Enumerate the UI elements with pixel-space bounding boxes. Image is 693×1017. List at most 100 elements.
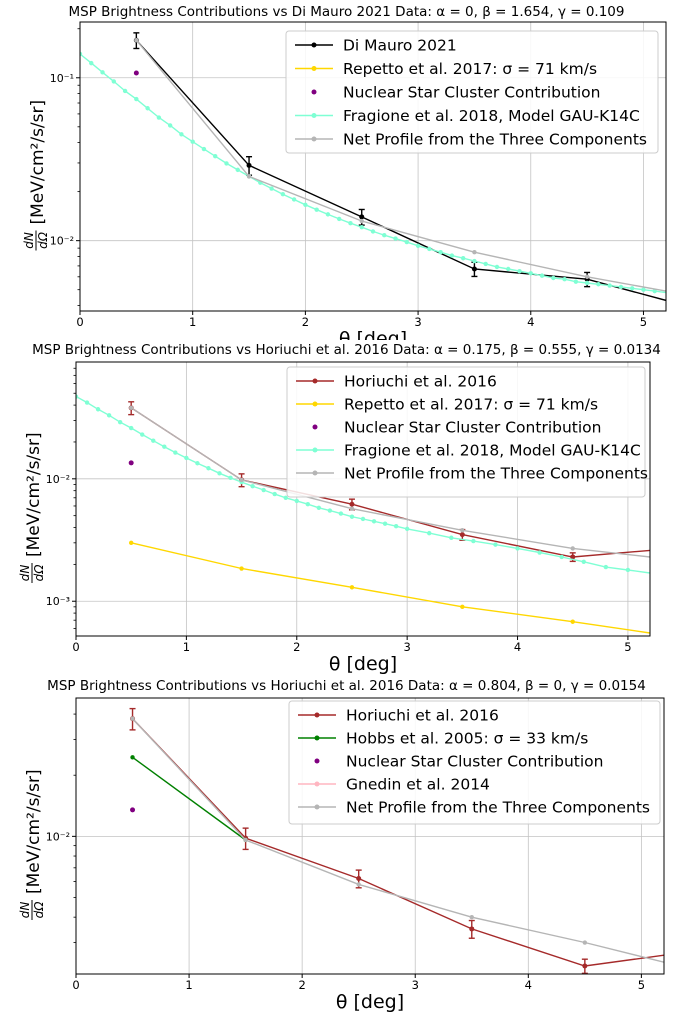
data-point bbox=[625, 567, 631, 573]
x-tick-label: 3 bbox=[414, 315, 421, 329]
data-point bbox=[303, 202, 308, 208]
legend-box bbox=[285, 30, 659, 154]
data-point bbox=[618, 284, 624, 290]
chart-title: MSP Brightness Contributions vs Di Mauro… bbox=[68, 4, 625, 20]
data-point bbox=[537, 550, 542, 555]
data-point bbox=[128, 540, 134, 546]
chart-panel-3: MSP Brightness Contributions vs Horiuchi… bbox=[0, 678, 693, 1017]
data-point bbox=[359, 224, 364, 230]
data-point bbox=[641, 287, 646, 292]
data-point bbox=[449, 253, 455, 258]
data-point bbox=[562, 276, 567, 282]
legend-marker bbox=[314, 712, 320, 718]
data-point bbox=[130, 755, 135, 760]
series-4 bbox=[76, 394, 650, 574]
data-point bbox=[349, 514, 355, 519]
data-point bbox=[128, 460, 134, 466]
data-point bbox=[494, 264, 500, 270]
data-point bbox=[100, 70, 105, 75]
data-point bbox=[582, 963, 588, 969]
series-line bbox=[131, 718, 664, 967]
plot-area bbox=[129, 707, 664, 974]
data-point bbox=[243, 837, 248, 843]
data-point bbox=[460, 256, 466, 261]
legend-item: Net Profile from the Three Components bbox=[298, 799, 650, 817]
data-point bbox=[76, 394, 79, 399]
chart-title: MSP Brightness Contributions vs Horiuchi… bbox=[47, 678, 646, 694]
y-tick-label: 10⁻² bbox=[46, 473, 70, 486]
data-point bbox=[106, 413, 112, 418]
x-tick-label: 5 bbox=[638, 978, 645, 992]
data-point bbox=[539, 273, 545, 278]
data-point bbox=[652, 288, 657, 294]
y-label-numerator: dN bbox=[22, 232, 36, 249]
data-point bbox=[460, 528, 465, 533]
data-point bbox=[162, 444, 167, 449]
data-point bbox=[239, 477, 244, 483]
data-point bbox=[469, 926, 475, 932]
data-point bbox=[95, 407, 101, 412]
data-point bbox=[393, 236, 398, 241]
y-axis: 10⁻² bbox=[46, 830, 76, 843]
x-tick-label: 5 bbox=[624, 640, 631, 654]
series-line bbox=[135, 39, 666, 292]
data-point bbox=[173, 450, 178, 455]
data-point bbox=[280, 191, 286, 197]
data-point bbox=[483, 261, 488, 267]
chart-plot: 0 1 2 3 4 5 θ [deg] 10⁻³ 10⁻² dN dΩ [MeV/cm²/s/sr] H… bbox=[18, 361, 651, 675]
data-point bbox=[133, 70, 139, 76]
axes-frame bbox=[75, 361, 651, 637]
legend-item: Nuclear Star Cluster Contribution bbox=[312, 419, 601, 437]
legend: Horiuchi et al. 2016 Repetto et al. 2017:… bbox=[286, 366, 648, 498]
x-tick-label: 0 bbox=[72, 640, 79, 654]
series-line bbox=[135, 39, 666, 302]
data-point bbox=[283, 495, 288, 500]
legend-marker bbox=[314, 735, 320, 741]
data-point bbox=[134, 38, 139, 43]
x-tick-label: 0 bbox=[72, 978, 79, 992]
x-tick-label: 1 bbox=[189, 315, 196, 329]
data-point bbox=[370, 229, 376, 234]
data-point bbox=[449, 535, 454, 540]
y-axis-label: dN dΩ [MeV/cm²/s/sr] bbox=[18, 432, 46, 583]
x-tick-label: 2 bbox=[293, 640, 300, 654]
x-tick-label: 4 bbox=[514, 640, 521, 654]
legend-item: Net Profile from the Three Components bbox=[295, 131, 647, 149]
data-point bbox=[506, 266, 511, 272]
legend-item: Nuclear Star Cluster Contribution bbox=[314, 753, 603, 771]
data-point bbox=[336, 216, 342, 222]
data-point bbox=[570, 554, 576, 560]
data-point bbox=[459, 532, 465, 538]
data-point bbox=[140, 432, 145, 437]
data-point bbox=[195, 461, 200, 466]
data-point bbox=[261, 487, 266, 493]
data-point bbox=[460, 604, 465, 610]
series-5 bbox=[128, 405, 650, 558]
data-point bbox=[404, 239, 410, 245]
x-axis-label: θ [deg] bbox=[329, 653, 397, 675]
legend-marker bbox=[314, 758, 320, 764]
data-point bbox=[84, 400, 90, 405]
data-point bbox=[515, 546, 520, 551]
legend-item: Repetto et al. 2017: σ = 71 km/s bbox=[296, 396, 598, 414]
data-point bbox=[493, 542, 498, 547]
data-point bbox=[239, 566, 244, 571]
legend-item: Net Profile from the Three Components bbox=[296, 465, 648, 483]
y-tick-label: 10⁻² bbox=[50, 235, 74, 248]
legend-label: Repetto et al. 2017: σ = 71 km/s bbox=[343, 60, 597, 78]
data-point bbox=[272, 491, 277, 497]
data-point bbox=[316, 505, 322, 510]
legend-item: Fragione et al. 2018, Model GAU-K14C bbox=[295, 107, 640, 125]
x-axis-label: θ [deg] bbox=[339, 328, 407, 340]
y-label-unit: [MeV/cm²/s/sr] bbox=[28, 100, 48, 225]
y-label-unit: [MeV/cm²/s/sr] bbox=[24, 769, 44, 894]
legend-label: Nuclear Star Cluster Contribution bbox=[344, 419, 601, 437]
x-tick-label: 1 bbox=[185, 978, 192, 992]
series-line bbox=[131, 718, 664, 963]
y-axis-label: dN dΩ [MeV/cm²/s/sr] bbox=[22, 100, 50, 251]
data-point bbox=[382, 521, 388, 526]
legend-label: Horiuchi et al. 2016 bbox=[346, 707, 499, 725]
data-point bbox=[438, 249, 443, 255]
legend-marker bbox=[311, 89, 317, 95]
data-point bbox=[201, 146, 207, 152]
